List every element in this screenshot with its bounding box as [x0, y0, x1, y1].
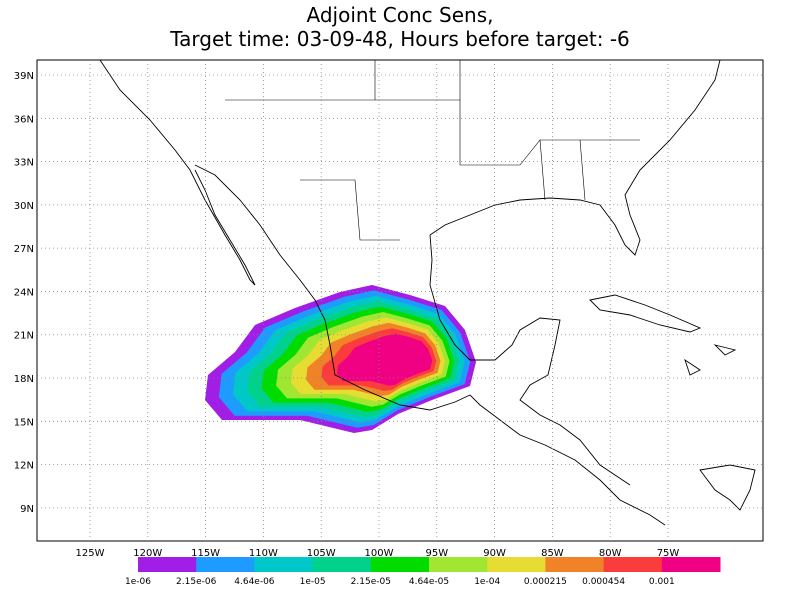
colorbar-swatch [196, 557, 255, 572]
colorbar-swatch [138, 557, 197, 572]
lat-tick-label: 9N [20, 504, 34, 515]
colorbar-swatch [487, 557, 546, 572]
colorbar-label: 4.64e-05 [409, 577, 449, 587]
coastlines [99, 59, 756, 526]
lat-tick-label: 27N [14, 244, 34, 255]
colorbar-label: 0.001 [649, 577, 675, 587]
lat-tick-label: 18N [14, 374, 34, 385]
colorbar-label: 0.000454 [582, 577, 625, 587]
lat-tick-label: 21N [14, 331, 34, 342]
colorbar-label: 2.15e-06 [176, 577, 217, 587]
colorbar-swatch [254, 557, 314, 572]
lat-tick-label: 30N [14, 201, 34, 212]
sensitivity-field [205, 285, 476, 433]
lon-tick-label: 125W [76, 548, 105, 559]
colorbar-swatch [312, 557, 372, 572]
lat-tick-label: 12N [14, 461, 34, 472]
lat-tick-label: 15N [14, 417, 34, 428]
colorbar-swatch [603, 557, 663, 572]
colorbar-label: 1e-06 [125, 577, 151, 587]
sensitivity-contour [336, 333, 433, 386]
lon-tick-label: 75W [657, 548, 680, 559]
colorbar-label: 0.000215 [524, 577, 567, 587]
colorbar-label: 1e-04 [474, 577, 500, 587]
lon-tick-label: 80W [599, 548, 622, 559]
colorbar-label: 4.64e-06 [234, 577, 275, 587]
lon-tick-label: 120W [133, 548, 162, 559]
lon-tick-label: 105W [307, 548, 336, 559]
title-line: Adjoint Conc Sens, [307, 3, 494, 27]
lon-tick-label: 85W [541, 548, 564, 559]
lon-tick-label: 115W [191, 548, 220, 559]
lat-tick-label: 39N [14, 71, 34, 82]
title-line: Target time: 03-09-48, Hours before targ… [169, 27, 630, 51]
colorbar-swatch [545, 557, 605, 572]
colorbar-label: 2.15e-05 [351, 577, 391, 587]
lon-tick-label: 95W [425, 548, 448, 559]
map-frame [36, 59, 764, 542]
lon-tick-label: 90W [483, 548, 506, 559]
colorbar-label: 1e-05 [300, 577, 326, 587]
lat-tick-label: 24N [14, 287, 34, 298]
lat-tick-label: 36N [14, 114, 34, 125]
lon-tick-label: 100W [365, 548, 394, 559]
colorbar-swatch [370, 557, 430, 572]
colorbar-swatch [429, 557, 488, 572]
colorbar-swatch [661, 557, 721, 572]
lon-tick-label: 110W [249, 548, 278, 559]
lat-tick-label: 33N [14, 158, 34, 169]
